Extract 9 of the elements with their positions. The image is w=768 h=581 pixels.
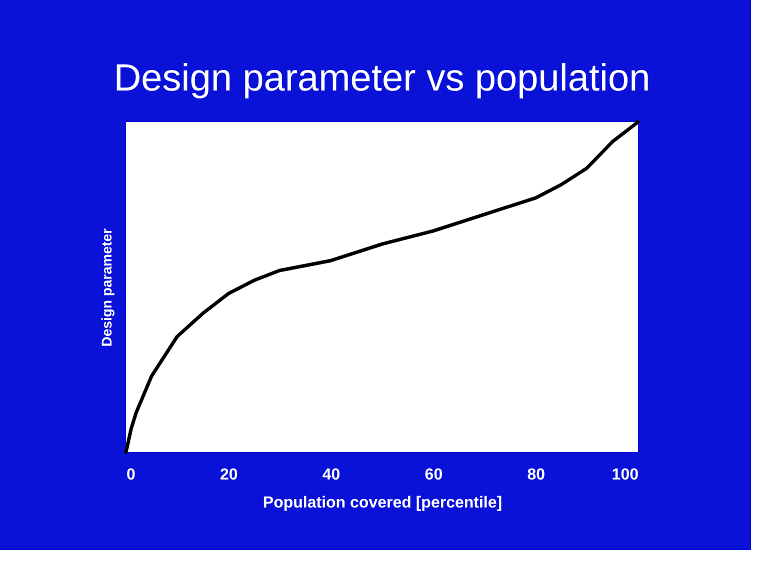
x-tick-label: 60 [424, 466, 443, 484]
chart-title: Design parameter vs population [114, 57, 650, 100]
x-tick-label: 0 [126, 466, 136, 484]
x-tick-label: 80 [527, 466, 546, 484]
x-tick-label: 100 [612, 466, 639, 484]
x-tick-label: 40 [322, 466, 340, 484]
x-axis-title: Population covered [percentile] [262, 494, 502, 512]
y-axis-title: Design parameter [98, 228, 114, 347]
x-tick-label: 20 [220, 466, 238, 484]
